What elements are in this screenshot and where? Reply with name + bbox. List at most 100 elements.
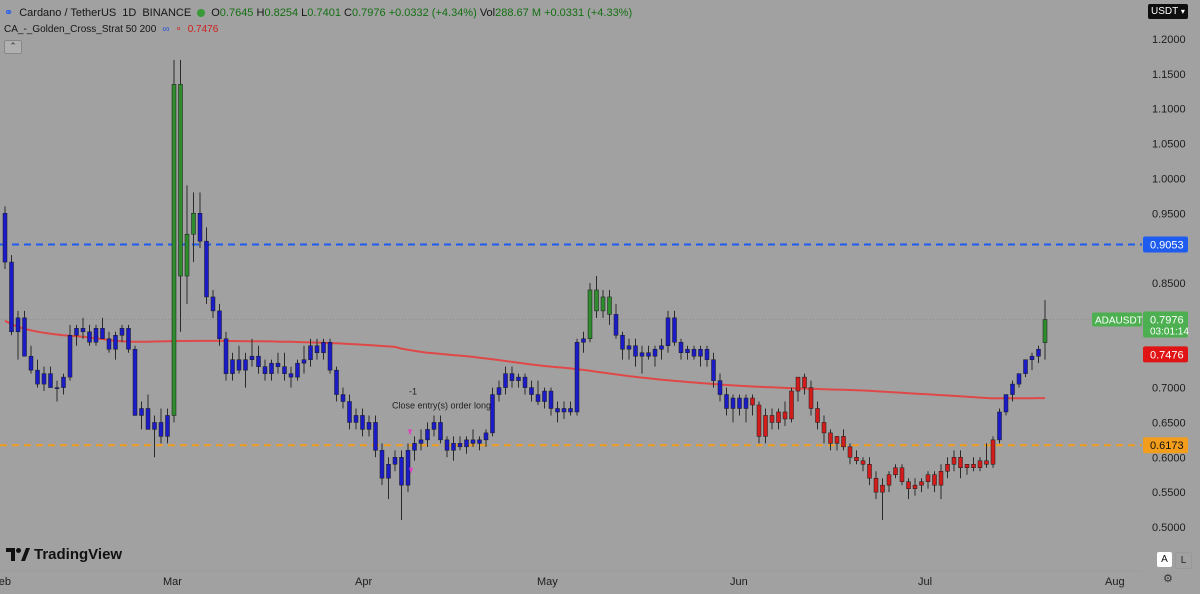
entry-marker-icon <box>409 467 413 474</box>
candle-body <box>275 362 281 367</box>
candle-body <box>444 439 450 451</box>
gear-icon[interactable]: ⚙ <box>1163 573 1173 585</box>
candle-body <box>327 342 333 371</box>
candle-body <box>1036 348 1041 357</box>
y-tick-label: 0.6000 <box>1152 452 1186 464</box>
candle-body <box>1016 373 1022 385</box>
candle-body <box>581 338 586 343</box>
candle-body <box>171 84 177 416</box>
candle-body <box>28 355 34 371</box>
candle-body <box>893 467 898 475</box>
candle-body <box>197 213 203 242</box>
candle-body <box>386 464 391 479</box>
indicator-legend[interactable]: CA_-_Golden_Cross_Strat 50 200 ∞ ∘ 0.747… <box>4 24 218 35</box>
x-tick-label: Aug <box>1105 576 1125 588</box>
log-scale-button[interactable]: L <box>1175 552 1192 569</box>
price-axis-panel <box>1142 0 1200 594</box>
candle-body <box>483 432 489 441</box>
candle-body <box>106 338 112 350</box>
candle-body <box>35 369 40 385</box>
x-tick-label: Apr <box>355 576 372 588</box>
market-status-icon <box>197 8 206 17</box>
indicator-name[interactable]: CA_-_Golden_Cross_Strat 50 200 <box>4 24 157 35</box>
candle-body <box>308 345 313 360</box>
auto-scale-button[interactable]: A <box>1157 552 1172 567</box>
candle-body <box>815 408 820 423</box>
candle-body <box>48 373 53 388</box>
link-icon[interactable]: ⚭ <box>4 7 14 19</box>
candle-body <box>620 335 625 350</box>
candle-body <box>691 348 697 357</box>
candle-body <box>67 335 73 378</box>
symbol-header: ⚭ Cardano / TetherUS 1D BINANCE O0.7645 … <box>4 6 632 20</box>
candle-body <box>1010 383 1015 395</box>
candle-body <box>217 310 222 340</box>
candle-body <box>93 328 99 343</box>
candle-body <box>295 362 300 378</box>
tv-mark-icon <box>6 548 30 561</box>
candle-body <box>340 394 346 402</box>
ma-price-label: 0.7476 <box>1150 349 1184 361</box>
candle-body <box>54 387 60 389</box>
candle-body <box>756 404 762 437</box>
indicator-value: 0.7476 <box>187 24 219 35</box>
y-tick-label: 0.9500 <box>1152 208 1186 220</box>
candle-body <box>685 348 690 353</box>
candle-body <box>769 415 775 423</box>
collapse-legend-button[interactable]: ⌃ <box>4 40 22 54</box>
candle-body <box>210 296 216 312</box>
candle-body <box>412 443 417 451</box>
symbol-name[interactable]: Cardano / TetherUS <box>19 6 117 19</box>
candle-body <box>542 390 547 402</box>
candle-body <box>561 408 567 413</box>
candle-body <box>80 328 86 333</box>
currency-selector[interactable]: USDT ▾ <box>1148 4 1188 19</box>
interval-label[interactable]: 1D <box>122 6 137 19</box>
candle-body <box>678 342 684 353</box>
x-tick-label: May <box>537 576 558 588</box>
candle-body <box>698 348 703 357</box>
level-price-label: 0.9053 <box>1150 239 1184 251</box>
candle-body <box>379 450 385 479</box>
candle-body <box>288 373 294 378</box>
candle-body <box>899 467 905 482</box>
candle-body <box>516 376 521 381</box>
candle-body <box>418 439 424 444</box>
candle-body <box>607 296 612 315</box>
last-price-label: 0.7976 <box>1150 315 1184 327</box>
candle-body <box>730 397 736 409</box>
annotation-count-label: -1 <box>409 387 417 397</box>
candle-body <box>451 443 456 451</box>
candle-body <box>802 376 807 388</box>
candle-body <box>223 338 229 374</box>
candle-body <box>15 317 21 333</box>
y-tick-label: 1.1000 <box>1152 104 1186 116</box>
exchange-label: BINANCE <box>142 6 192 19</box>
candle-body <box>139 408 144 416</box>
candle-body <box>776 411 781 423</box>
candle-body <box>438 422 443 441</box>
candle-body <box>945 464 950 472</box>
candle-body <box>782 411 788 420</box>
candle-body <box>152 422 157 430</box>
candle-body <box>854 457 859 462</box>
candle-body <box>938 470 944 486</box>
candle-body <box>236 359 242 371</box>
candle-body <box>633 345 638 357</box>
y-tick-label: 0.8500 <box>1152 278 1186 290</box>
y-tick-label: 0.6500 <box>1152 417 1186 429</box>
candle-body <box>574 342 580 413</box>
candle-body <box>808 387 814 409</box>
candle-body <box>971 464 976 468</box>
candle-body <box>178 84 183 277</box>
candle-body <box>301 359 307 364</box>
tradingview-logo[interactable]: TradingView <box>6 546 122 563</box>
candle-body <box>568 408 573 413</box>
candle-body <box>867 464 872 479</box>
candle-body <box>535 394 541 402</box>
candle-body <box>204 240 209 298</box>
candle-body <box>984 460 989 465</box>
candle-body <box>119 328 125 336</box>
candle-body <box>113 335 118 350</box>
